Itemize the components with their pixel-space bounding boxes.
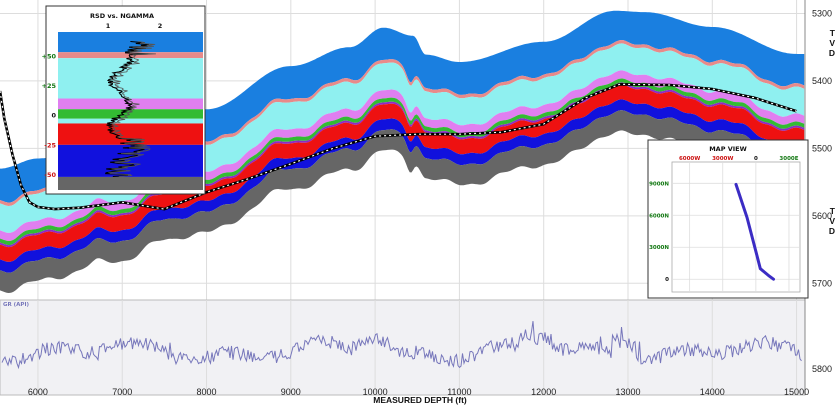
map-y-tick-3: 0 — [665, 277, 669, 283]
map-tick-labels: 6000W 3000W 0 3000E 9000N 6000N 3000N 0 — [649, 156, 799, 283]
inset-band-2 — [58, 58, 203, 99]
map-well-trajectory — [734, 182, 775, 281]
inset-band-4 — [58, 109, 203, 119]
inset-band-8 — [58, 176, 203, 190]
map-y-tick-0: 9000N — [649, 181, 669, 187]
x-tick-label-5: 11000 — [447, 387, 471, 397]
map-x-tick-1: 3000W — [712, 156, 733, 162]
right-axis-letter-d: D — [829, 48, 835, 58]
y-tick-label-0: 5300 — [812, 8, 832, 18]
right-axis-letter-d-2: D — [829, 226, 835, 236]
y-tick-label-4: 5700 — [812, 278, 832, 288]
y-tick-label-3: 5600 — [812, 211, 832, 221]
x-tick-label-3: 9000 — [281, 387, 301, 397]
wellbore-dash — [0, 83, 797, 210]
inset-band-6 — [58, 123, 203, 145]
inset-band-5 — [58, 118, 203, 124]
inset-tick-3: -25 — [44, 141, 56, 149]
inset-col-label-2: 2 — [158, 22, 163, 30]
gr-label: GR (API) — [3, 302, 30, 308]
right-axis-letter-t-2: T — [830, 206, 836, 216]
formation-layer-0 — [0, 10, 805, 203]
x-tick-label-0: 6000 — [28, 387, 48, 397]
map-title: MAP VIEW — [709, 145, 747, 153]
right-axis-letter-v: V — [829, 38, 835, 48]
x-tick-label-8: 14000 — [700, 387, 725, 397]
right-axis-letter-v-2: V — [829, 216, 835, 226]
map-view-inset: MAP VIEW 6000W 3000W 0 3000E 9000N 6000N 3000N… — [647, 139, 809, 299]
x-tick-label-7: 13000 — [615, 387, 640, 397]
right-axis-letter-t: T — [830, 28, 836, 38]
map-x-tick-2: 0 — [754, 156, 758, 162]
inset-tick-4: -50 — [44, 171, 56, 179]
inset-tick-0: +50 — [42, 52, 57, 60]
map-grid — [671, 161, 801, 293]
x-axis-label: MEASURED DEPTH (ft) — [373, 395, 467, 405]
formation-layer-2 — [0, 43, 805, 233]
main-axes: 6000 7000 8000 9000 10000 11000 12000 13000 1400… — [28, 0, 832, 397]
wellbore-path — [0, 82, 797, 211]
x-tick-label-1: 7000 — [112, 387, 132, 397]
gr-curve — [1, 321, 802, 370]
map-y-tick-2: 3000N — [649, 245, 669, 251]
y-tick-label-2: 5500 — [812, 143, 832, 153]
formation-layer-8 — [0, 110, 805, 293]
map-plot-area — [671, 161, 801, 293]
map-x-tick-0: 6000W — [679, 156, 700, 162]
inset-band-7 — [58, 144, 203, 177]
x-tick-label-4: 10000 — [363, 387, 388, 397]
x-tick-label-6: 12000 — [531, 387, 556, 397]
y-tick-label-1: 5400 — [812, 76, 832, 86]
formation-layer-6 — [0, 84, 805, 262]
gr-y-tick-label-0: 5800 — [812, 364, 832, 374]
map-x-tick-3: 3000E — [779, 156, 798, 162]
inset-tick-2: 0 — [51, 112, 56, 120]
inset-tick-labels: +50 +25 0 -25 -50 — [42, 52, 57, 179]
x-tick-label-9: 15000 — [784, 387, 809, 397]
inset-band-0 — [58, 32, 203, 53]
map-y-tick-1: 6000N — [649, 213, 669, 219]
inset-title: RSD vs. NGAMMA — [90, 12, 154, 20]
ngamma-log-curve — [107, 41, 156, 177]
inset-tick-1: +25 — [42, 82, 57, 90]
gamma-ray-track — [0, 299, 806, 396]
inset-col-label-1: 1 — [106, 22, 111, 30]
rsd-ngamma-inset: RSD vs. NGAMMA 1 2 +50 +25 0 -25 -50 — [42, 5, 206, 195]
x-tick-label-2: 8000 — [197, 387, 217, 397]
